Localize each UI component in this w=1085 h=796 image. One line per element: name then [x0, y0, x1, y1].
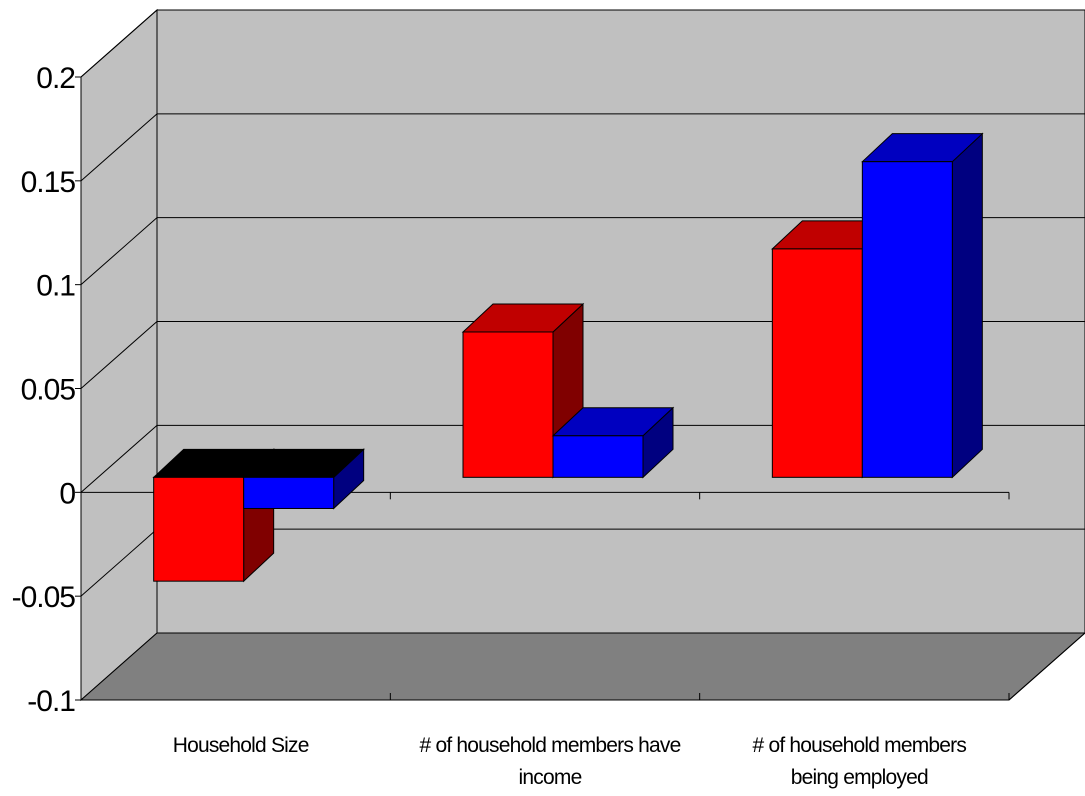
floor-edge	[1008, 632, 1085, 701]
y-tick-label: -0.05	[12, 581, 76, 614]
category-label: Household Size	[173, 734, 309, 757]
bar	[242, 448, 365, 510]
category-label: # of household members have income	[420, 734, 681, 789]
gridline-side	[80, 9, 158, 78]
gridline-side	[80, 217, 158, 286]
floor	[79, 632, 1085, 701]
category-label-line: # of household members	[753, 734, 967, 757]
bar-side	[951, 132, 983, 479]
category-label-line: income	[519, 766, 582, 789]
gridline-side	[80, 528, 158, 597]
category-label: # of household members being employed	[753, 734, 967, 789]
y-tick-label: 0.2	[36, 62, 75, 95]
y-tick-label: -0.1	[27, 685, 75, 718]
category-label-line: Household Size	[173, 734, 309, 757]
gridline-side	[80, 424, 158, 493]
y-tick-label: 0.15	[21, 166, 76, 199]
bars	[152, 132, 984, 583]
bar-front	[552, 435, 644, 478]
bar-front	[771, 248, 863, 478]
bar-front	[462, 331, 554, 478]
category-label-line: # of household members have	[420, 734, 681, 757]
gridline-side	[80, 113, 158, 182]
bar-front	[153, 476, 245, 582]
bar-front	[243, 476, 335, 509]
y-tick-label: 0	[59, 477, 75, 510]
y-tick-label: 0.1	[36, 270, 75, 303]
bar	[861, 132, 984, 479]
y-tick-label: 0.05	[21, 374, 76, 407]
bar	[152, 448, 275, 583]
category-label-line: being employed	[791, 766, 928, 789]
y-axis-tick-labels: -0.1 -0.05 0 0.05 0.1 0.15 0.2	[12, 62, 77, 718]
bar-front	[861, 161, 953, 478]
gridline-side	[80, 321, 158, 389]
bar	[551, 406, 675, 479]
x-axis-category-labels: Household Size # of household members hav…	[173, 734, 967, 789]
